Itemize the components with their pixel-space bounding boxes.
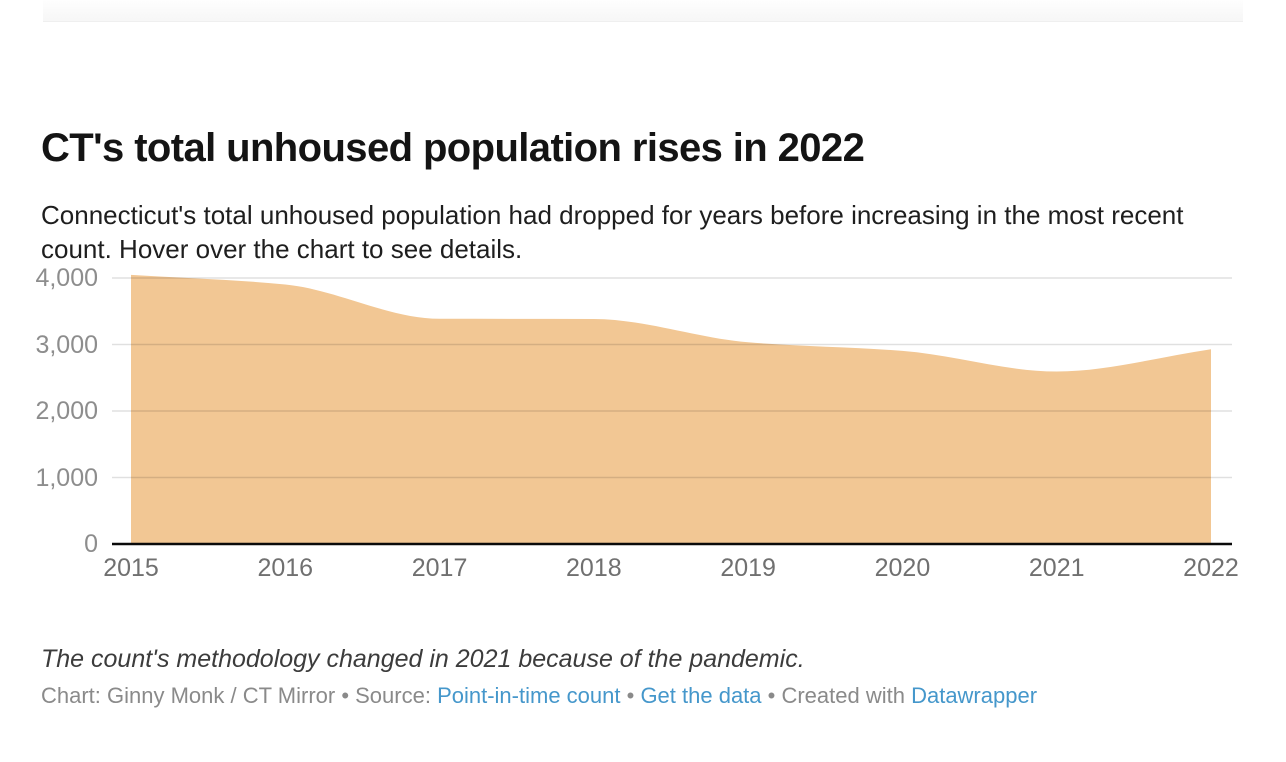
area-series[interactable] <box>131 274 1211 544</box>
page-title: CT's total unhoused population rises in … <box>41 125 865 170</box>
byline-separator: • <box>620 683 641 708</box>
x-tick-label: 2019 <box>720 554 776 582</box>
x-tick-label: 2018 <box>566 554 622 582</box>
methodology-note: The count's methodology changed in 2021 … <box>41 645 805 673</box>
get-the-data-link[interactable]: Get the data <box>640 683 762 708</box>
source-link[interactable]: Point-in-time count <box>437 683 621 708</box>
x-tick-label: 2016 <box>257 554 314 582</box>
byline-created-with-text: • Created with <box>761 683 912 708</box>
datawrapper-link[interactable]: Datawrapper <box>911 683 1038 708</box>
x-tick-label: 2021 <box>1028 554 1085 582</box>
byline-credit-text: Chart: Ginny Monk / CT Mirror • Source: <box>41 683 438 708</box>
x-tick-label: 2017 <box>411 554 468 582</box>
gridlines <box>112 277 1232 479</box>
x-tick-label: 2015 <box>103 554 159 582</box>
x-tick-label: 2020 <box>874 554 931 582</box>
top-header-strip <box>43 0 1243 22</box>
chart-description: Connecticut's total unhoused population … <box>41 200 1184 264</box>
byline: Chart: Ginny Monk / CT Mirror • Source: … <box>41 683 1037 709</box>
area-chart-plot[interactable] <box>0 250 1286 550</box>
x-tick-label: 2022 <box>1183 554 1239 582</box>
